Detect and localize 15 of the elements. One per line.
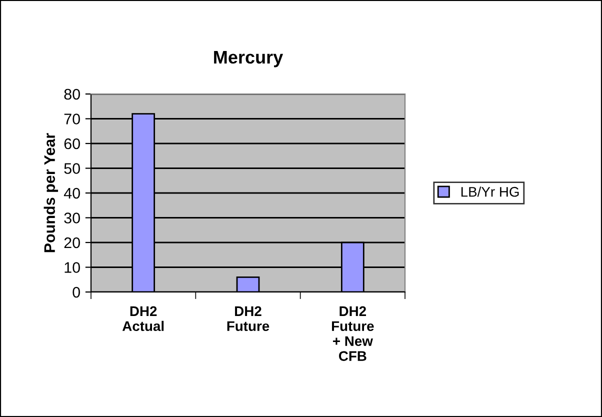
y-tick-label: 40 <box>64 188 80 199</box>
y-tick-label: 20 <box>64 237 80 248</box>
y-tick-label: 70 <box>64 114 80 124</box>
y-tick-label: 50 <box>64 163 80 174</box>
y-tick-label: 60 <box>64 138 80 150</box>
y-tick-label: 0 <box>72 286 80 298</box>
y-tick-label: 80 <box>64 88 80 100</box>
legend-label: LB/Yr HG <box>461 186 519 197</box>
x-tick-label: DH2 Actual <box>122 306 164 332</box>
x-tick-label: DH2 Future <box>227 306 270 332</box>
y-tick-label: 30 <box>64 212 80 224</box>
x-tick-label: DH2 Future + New CFB <box>332 306 374 361</box>
chart-title: Mercury <box>214 51 284 68</box>
y-tick-label: 10 <box>64 262 80 273</box>
y-axis-title: Pounds per Year <box>44 133 58 252</box>
